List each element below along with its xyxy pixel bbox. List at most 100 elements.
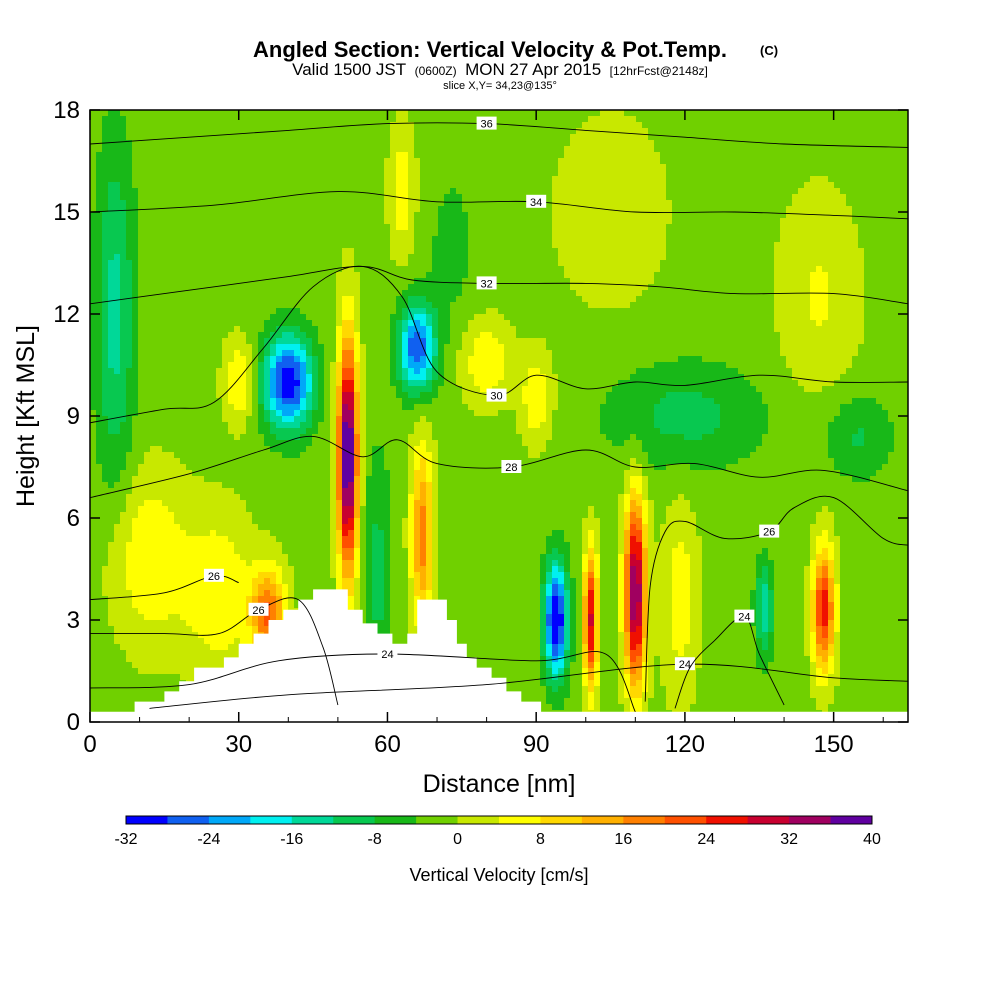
field-cell	[270, 116, 277, 123]
field-cell	[222, 176, 229, 183]
field-cell	[732, 110, 739, 117]
field-cell	[318, 272, 325, 279]
field-cell	[534, 218, 541, 225]
field-cell	[342, 302, 349, 309]
field-cell	[138, 152, 145, 159]
field-cell	[624, 278, 631, 285]
field-cell	[810, 212, 817, 219]
field-cell	[432, 158, 439, 165]
field-cell	[96, 260, 103, 267]
field-cell	[426, 140, 433, 147]
field-cell	[138, 170, 145, 177]
field-cell	[294, 164, 301, 171]
field-cell	[540, 164, 547, 171]
field-cell	[534, 188, 541, 195]
field-cell	[600, 236, 607, 243]
field-cell	[702, 296, 709, 303]
field-cell	[438, 182, 445, 189]
field-cell	[270, 134, 277, 141]
field-cell	[900, 296, 907, 303]
field-cell	[750, 314, 757, 321]
field-cell	[372, 320, 379, 327]
field-cell	[288, 218, 295, 225]
field-cell	[324, 146, 331, 153]
field-cell	[378, 128, 385, 135]
field-cell	[438, 164, 445, 171]
field-cell	[738, 320, 745, 327]
field-cell	[606, 218, 613, 225]
field-cell	[288, 146, 295, 153]
field-cell	[228, 188, 235, 195]
field-cell	[804, 260, 811, 267]
field-cell	[306, 122, 313, 129]
field-cell	[294, 218, 301, 225]
field-cell	[714, 218, 721, 225]
field-cell	[456, 254, 463, 261]
field-cell	[900, 266, 907, 273]
field-cell	[270, 182, 277, 189]
field-cell	[420, 320, 427, 327]
field-cell	[522, 134, 529, 141]
field-cell	[570, 230, 577, 237]
field-cell	[342, 218, 349, 225]
field-cell	[366, 182, 373, 189]
field-cell	[294, 314, 301, 321]
field-cell	[342, 320, 349, 327]
field-cell	[504, 266, 511, 273]
field-cell	[648, 212, 655, 219]
field-cell	[240, 134, 247, 141]
field-cell	[528, 248, 535, 255]
field-cell	[876, 170, 883, 177]
field-cell	[804, 164, 811, 171]
field-cell	[738, 296, 745, 303]
field-cell	[240, 212, 247, 219]
field-cell	[414, 302, 421, 309]
field-cell	[732, 314, 739, 321]
field-cell	[318, 284, 325, 291]
field-cell	[102, 110, 109, 117]
field-cell	[648, 302, 655, 309]
field-cell	[378, 158, 385, 165]
field-cell	[618, 236, 625, 243]
field-cell	[612, 320, 619, 327]
field-cell	[372, 248, 379, 255]
field-cell	[264, 236, 271, 243]
field-cell	[402, 182, 409, 189]
field-cell	[498, 176, 505, 183]
field-cell	[504, 110, 511, 117]
field-cell	[120, 266, 127, 273]
field-cell	[564, 170, 571, 177]
field-cell	[738, 194, 745, 201]
field-cell	[630, 248, 637, 255]
field-cell	[282, 200, 289, 207]
field-cell	[246, 188, 253, 195]
field-cell	[588, 194, 595, 201]
field-cell	[576, 272, 583, 279]
field-cell	[498, 230, 505, 237]
field-cell	[462, 158, 469, 165]
field-cell	[420, 242, 427, 249]
field-cell	[414, 116, 421, 123]
field-cell	[384, 224, 391, 231]
field-cell	[228, 230, 235, 237]
field-cell	[564, 146, 571, 153]
field-cell	[684, 218, 691, 225]
field-cell	[600, 188, 607, 195]
field-cell	[114, 242, 121, 249]
field-cell	[804, 248, 811, 255]
field-cell	[690, 296, 697, 303]
field-cell	[342, 176, 349, 183]
field-cell	[108, 188, 115, 195]
field-cell	[432, 314, 439, 321]
field-cell	[546, 266, 553, 273]
field-cell	[558, 182, 565, 189]
field-cell	[108, 308, 115, 315]
field-cell	[186, 122, 193, 129]
field-cell	[720, 176, 727, 183]
field-cell	[252, 218, 259, 225]
field-cell	[552, 206, 559, 213]
field-cell	[660, 164, 667, 171]
field-cell	[846, 152, 853, 159]
field-cell	[90, 272, 97, 279]
field-cell	[810, 296, 817, 303]
